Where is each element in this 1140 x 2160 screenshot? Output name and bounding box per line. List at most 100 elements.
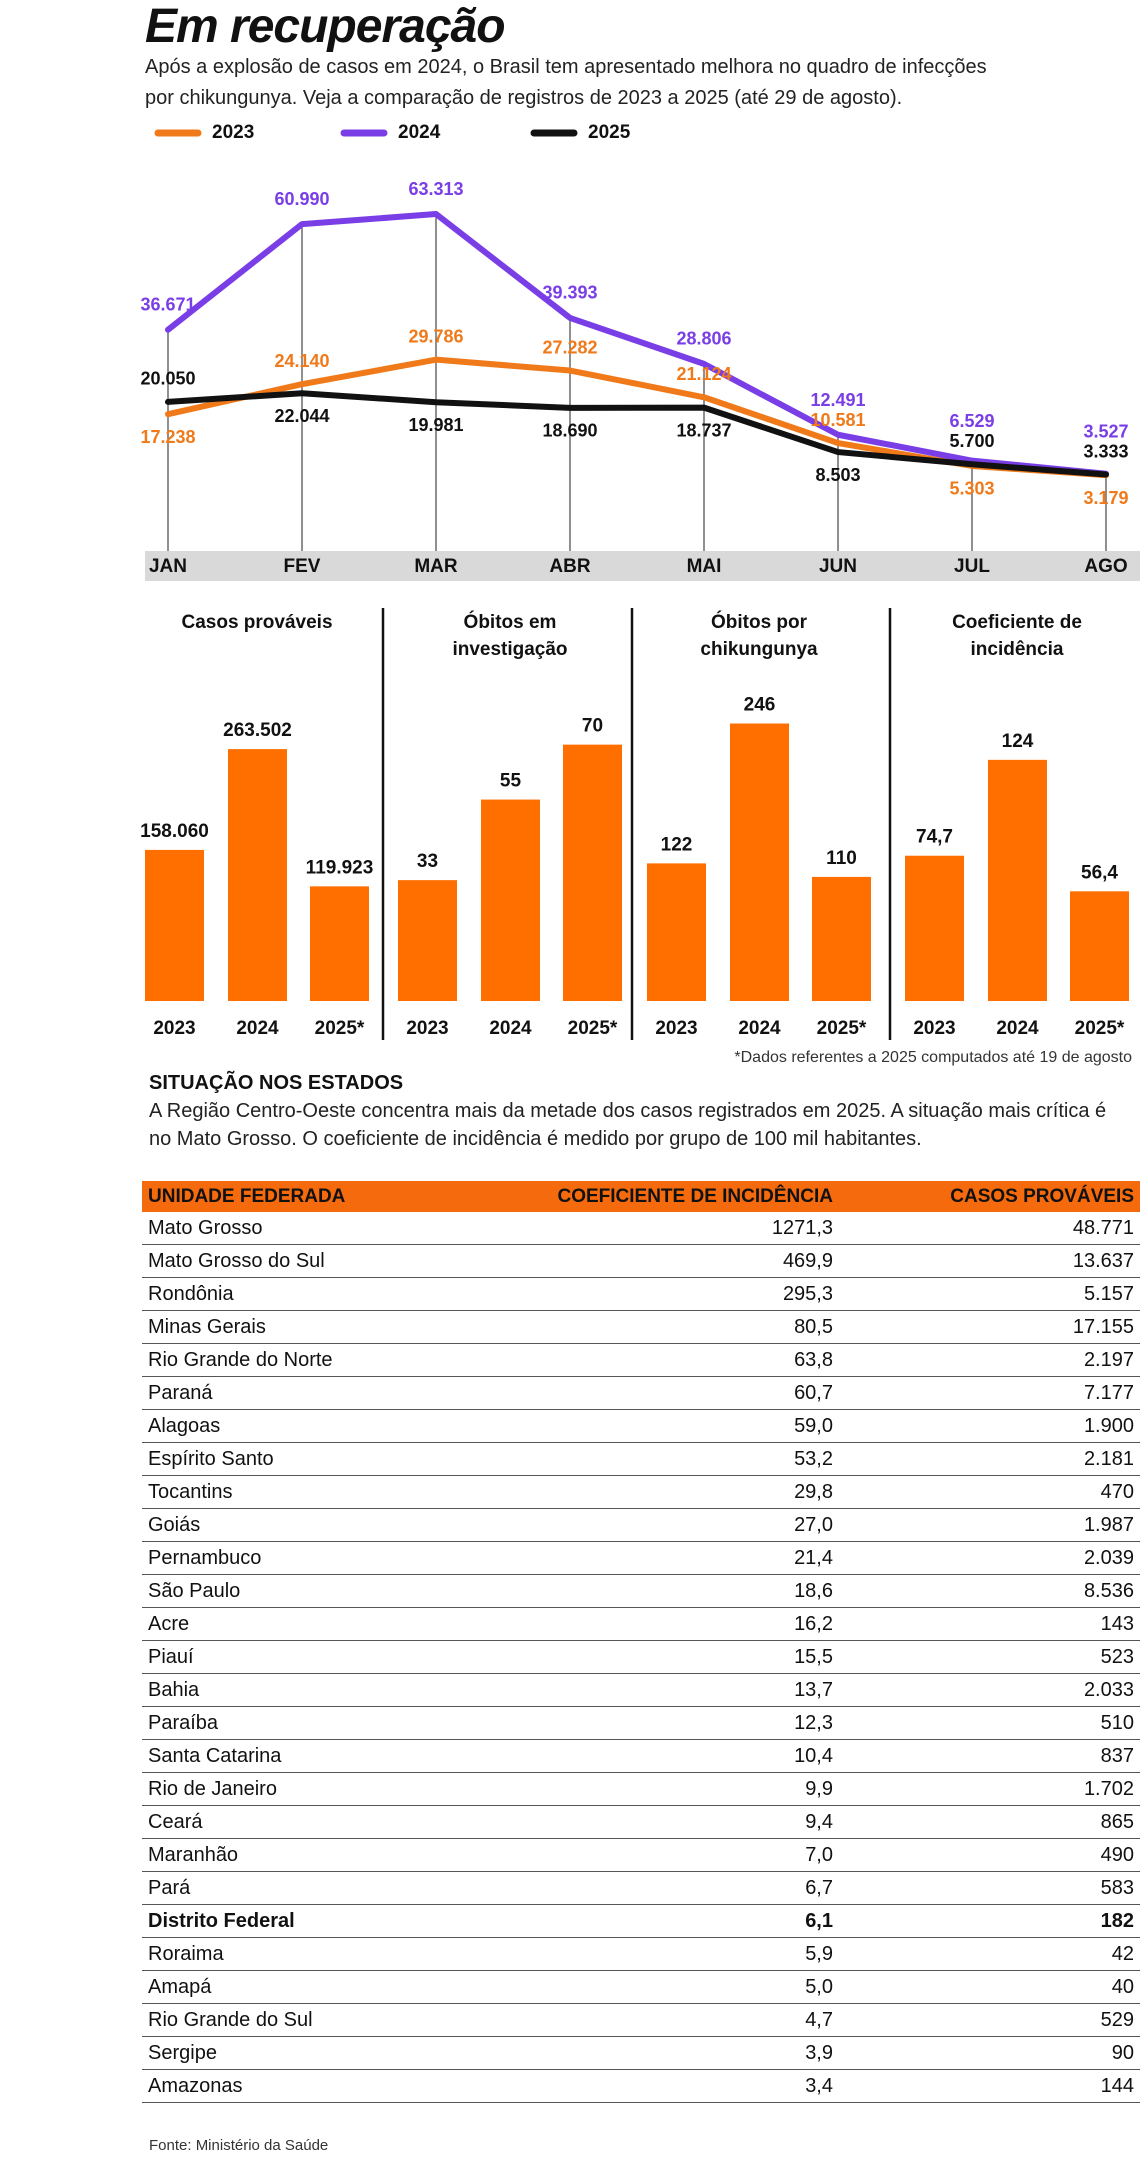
table-row: Rondônia 295,3 5.157 — [142, 1277, 1140, 1311]
data-label: 74,7 — [916, 827, 953, 848]
x-tick-label: ABR — [549, 556, 590, 577]
table-row: Amapá 5,0 40 — [142, 1970, 1140, 2004]
cell: 182 — [839, 1904, 1140, 1938]
cell: 8.536 — [839, 1574, 1140, 1608]
cell: 80,5 — [472, 1310, 839, 1344]
data-label: 36.671 — [140, 294, 195, 314]
panel-title: Casos prováveis — [181, 612, 333, 633]
page-title: Em recuperação — [145, 0, 506, 53]
cell: 90 — [839, 2036, 1140, 2070]
cell: 469,9 — [472, 1244, 839, 1278]
cell: 13,7 — [472, 1673, 839, 1707]
cell: 5.157 — [839, 1277, 1140, 1311]
cell: Roraima — [142, 1937, 472, 1971]
cell: 295,3 — [472, 1277, 839, 1311]
cell: 9,9 — [472, 1772, 839, 1806]
data-label: 12.491 — [810, 390, 865, 410]
cell: 143 — [839, 1607, 1140, 1641]
cell: 16,2 — [472, 1607, 839, 1641]
table-row: Minas Gerais 80,5 17.155 — [142, 1310, 1140, 1344]
table-row: Santa Catarina 10,4 837 — [142, 1739, 1140, 1773]
data-label: 10.581 — [810, 410, 865, 430]
bar — [812, 876, 871, 1001]
bar — [730, 723, 789, 1001]
cell: 3,9 — [472, 2036, 839, 2070]
table-row: Mato Grosso do Sul 469,9 13.637 — [142, 1244, 1140, 1278]
data-label: 33 — [417, 851, 438, 872]
cell: 837 — [839, 1739, 1140, 1773]
cell: Paraíba — [142, 1706, 472, 1740]
x-tick-label: 2025* — [1075, 1018, 1125, 1039]
source: Fonte: Ministério da Saúde — [149, 2137, 329, 2154]
column-header: UNIDADE FEDERADA — [142, 1181, 472, 1212]
x-tick-label: 2025* — [315, 1018, 365, 1039]
data-label: 63.313 — [408, 179, 463, 199]
data-label: 5.700 — [949, 431, 994, 451]
data-label: 27.282 — [542, 337, 597, 357]
charts: 2023 2024 2025 JAN FEV MAR ABR MAI JUN JUL AGO 36.6… — [140, 122, 1140, 1040]
cell: 48.771 — [839, 1212, 1140, 1245]
cell: 42 — [839, 1937, 1140, 1971]
cell: 3,4 — [472, 2069, 839, 2103]
x-tick-label: 2024 — [489, 1018, 532, 1039]
cell: Rio Grande do Sul — [142, 2003, 472, 2037]
cell: Santa Catarina — [142, 1739, 472, 1773]
cell: 523 — [839, 1640, 1140, 1674]
cell: Tocantins — [142, 1475, 472, 1509]
cell: Bahia — [142, 1673, 472, 1707]
panel-title: Coeficiente de incidência — [952, 612, 1082, 660]
cell: 17.155 — [839, 1310, 1140, 1344]
cell: 12,3 — [472, 1706, 839, 1740]
cell: 583 — [839, 1871, 1140, 1905]
cell: 5,9 — [472, 1937, 839, 1971]
table-row: Rio Grande do Sul 4,7 529 — [142, 2003, 1140, 2037]
table-row: Goiás 27,0 1.987 — [142, 1508, 1140, 1542]
data-label: 28.806 — [676, 329, 731, 349]
cell: Minas Gerais — [142, 1310, 472, 1344]
cell: Paraná — [142, 1376, 472, 1410]
cell: 21,4 — [472, 1541, 839, 1575]
data-label: 246 — [744, 695, 776, 716]
cell: Rio de Janeiro — [142, 1772, 472, 1806]
bar — [988, 759, 1047, 1001]
data-label: 22.044 — [274, 406, 329, 426]
table-row: Sergipe 3,9 90 — [142, 2036, 1140, 2070]
cell: Espírito Santo — [142, 1442, 472, 1476]
x-tick-label: 2023 — [913, 1018, 955, 1039]
table-row: Ceará 9,4 865 — [142, 1805, 1140, 1839]
data-label: 18.690 — [542, 421, 597, 441]
cell: Distrito Federal — [142, 1904, 472, 1938]
data-label: 17.238 — [140, 427, 195, 447]
x-tick-label: AGO — [1084, 556, 1127, 577]
data-label: 55 — [500, 771, 522, 792]
cell: 6,7 — [472, 1871, 839, 1905]
data-label: 119.923 — [306, 857, 374, 878]
x-tick-label: 2025* — [817, 1018, 867, 1039]
x-tick-label: JAN — [149, 556, 187, 577]
footnote: *Dados referentes a 2025 computados até … — [734, 1049, 1132, 1066]
cell: Amapá — [142, 1970, 472, 2004]
cell: 40 — [839, 1970, 1140, 2004]
cell: Mato Grosso — [142, 1212, 472, 1245]
bar — [647, 863, 706, 1001]
cell: 29,8 — [472, 1475, 839, 1509]
x-tick-label: 2023 — [153, 1018, 195, 1039]
data-label: 29.786 — [408, 326, 463, 346]
table-row: Tocantins 29,8 470 — [142, 1475, 1140, 1509]
data-label: 20.050 — [140, 369, 195, 389]
data-label: 124 — [1002, 731, 1034, 752]
section-title: SITUAÇÃO NOS ESTADOS — [149, 1072, 404, 1094]
bar — [905, 855, 964, 1001]
cell: 144 — [839, 2069, 1140, 2103]
cell: 7,0 — [472, 1838, 839, 1872]
cell: Maranhão — [142, 1838, 472, 1872]
table-row: Acre 16,2 143 — [142, 1607, 1140, 1641]
legend-label: 2024 — [398, 122, 441, 143]
x-tick-label: 2024 — [738, 1018, 781, 1039]
cell: 2.039 — [839, 1541, 1140, 1575]
data-label: 110 — [826, 848, 857, 869]
table-row: Rio de Janeiro 9,9 1.702 — [142, 1772, 1140, 1806]
data-label: 122 — [661, 834, 693, 855]
data-label: 8.503 — [815, 465, 860, 485]
cell: 27,0 — [472, 1508, 839, 1542]
